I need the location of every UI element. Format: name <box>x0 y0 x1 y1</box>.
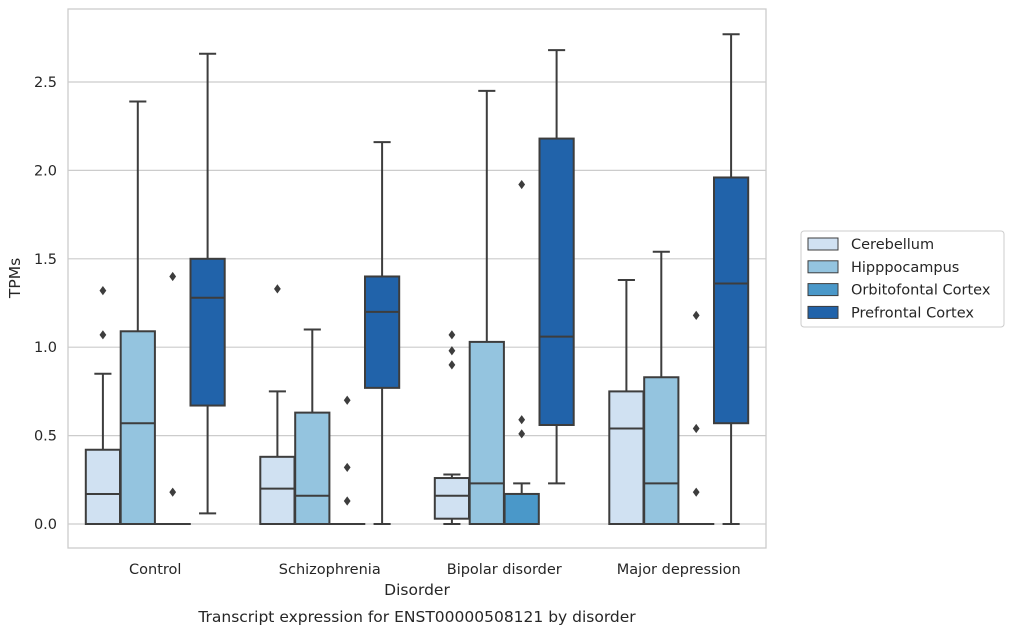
box-cerebellum-schizophrenia <box>259 284 296 526</box>
box-prefrontal-cortex-bipolar-disorder <box>538 49 575 485</box>
outlier-point <box>169 487 177 497</box>
outlier-point <box>518 429 526 439</box>
legend-label: Orbitofontal Cortex <box>851 283 991 299</box>
box-cerebellum-bipolar-disorder <box>433 330 471 525</box>
box-orbitofontal-cortex-major-depression <box>678 310 715 526</box>
box-body <box>712 176 750 425</box>
outlier-point <box>448 330 456 340</box>
box-body <box>363 275 401 389</box>
outlier-point <box>448 360 456 370</box>
outlier-point <box>343 462 351 473</box>
box-prefrontal-cortex-control <box>189 52 226 515</box>
y-tick-label: 2.5 <box>34 75 57 91</box>
box-orbitofontal-cortex-schizophrenia <box>329 395 366 526</box>
outlier-point <box>518 415 526 425</box>
y-tick-label: 0.5 <box>34 429 57 445</box>
box-body <box>538 137 575 426</box>
y-axis-label: TPMs <box>6 258 24 299</box>
box-body <box>433 477 471 520</box>
legend-label: Prefrontal Cortex <box>851 305 974 321</box>
box-hipppocampus-control <box>119 100 156 525</box>
y-tick-label: 1.5 <box>34 252 57 268</box>
box-orbitofontal-cortex-control <box>154 271 191 526</box>
box-prefrontal-cortex-major-depression <box>712 33 750 525</box>
x-axis-label: Disorder <box>384 581 450 599</box>
legend-swatch <box>807 260 839 274</box>
box-body <box>259 455 296 526</box>
outlier-point <box>692 310 700 320</box>
legend-label: Cerebellum <box>851 237 934 253</box>
legend: Cerebellum Hipppocampus Orbitofontal Corte… <box>800 230 1005 328</box>
box-body <box>608 390 645 525</box>
box-body <box>468 340 505 525</box>
y-tick-label: 1.0 <box>34 340 57 356</box>
box-hipppocampus-schizophrenia <box>294 328 331 525</box>
x-tick-labels: Control Schizophrenia Bipolar disorder Majo… <box>129 562 741 578</box>
outlier-point <box>343 496 351 506</box>
x-tick-label: Control <box>129 562 181 578</box>
legend-entries: Cerebellum Hipppocampus Orbitofontal Corte… <box>807 237 991 321</box>
outlier-point <box>274 284 281 294</box>
box-body <box>643 376 680 526</box>
legend-label: Hipppocampus <box>851 260 959 276</box>
box-hipppocampus-bipolar-disorder <box>468 89 505 525</box>
x-tick-label: Schizophrenia <box>279 562 381 578</box>
box-cerebellum-major-depression <box>608 279 645 525</box>
legend-frame <box>800 230 1005 328</box>
x-tick-label: Bipolar disorder <box>447 562 562 578</box>
legend-swatch <box>807 283 839 297</box>
y-tick-label: 2.0 <box>34 163 57 179</box>
box-plots <box>84 33 750 526</box>
box-orbitofontal-cortex-bipolar-disorder <box>503 179 540 525</box>
box-body <box>503 492 540 525</box>
box-body <box>84 448 122 525</box>
outlier-point <box>99 286 107 296</box>
outlier-point <box>169 271 177 282</box>
outlier-point <box>99 330 107 340</box>
legend-swatch <box>807 305 839 319</box>
box-body <box>294 411 331 525</box>
outlier-point <box>518 179 526 190</box>
y-tick-labels: 0.0 0.5 1.0 1.5 2.0 2.5 <box>34 75 57 533</box>
chart-caption: Transcript expression for ENST0000050812… <box>197 608 636 626</box>
outlier-point <box>343 395 351 405</box>
outlier-point <box>692 487 700 497</box>
box-prefrontal-cortex-schizophrenia <box>363 141 401 525</box>
box-body <box>189 257 226 407</box>
box-hipppocampus-major-depression <box>643 250 680 526</box>
x-tick-label: Major depression <box>617 562 741 578</box>
outlier-point <box>448 346 456 356</box>
outlier-point <box>692 423 700 434</box>
box-cerebellum-control <box>84 286 122 525</box>
legend-swatch <box>807 237 839 251</box>
box-body <box>119 330 156 525</box>
y-tick-label: 0.0 <box>34 517 57 533</box>
